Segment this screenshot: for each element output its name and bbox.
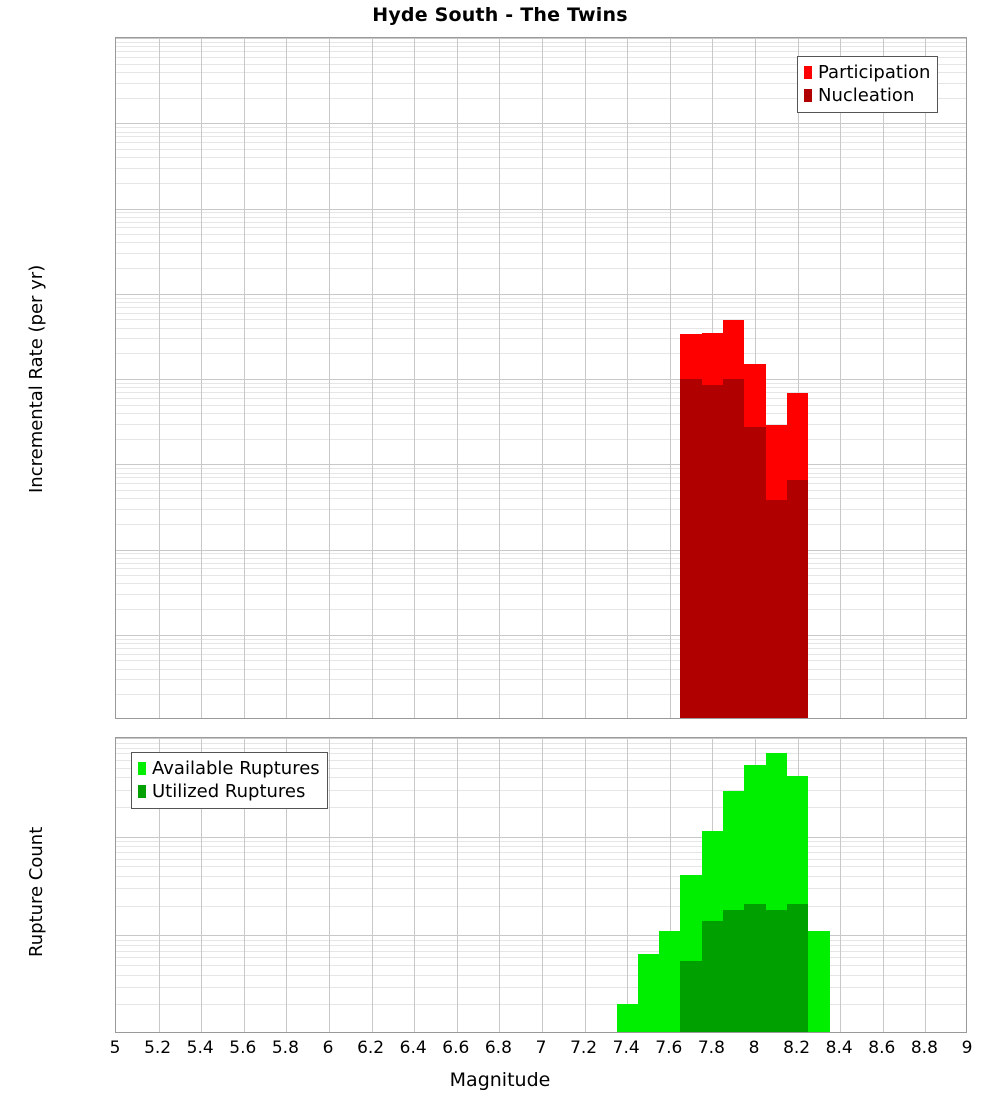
legend-row: Utilized Ruptures	[138, 780, 320, 803]
x-tick-label: 7.6	[655, 1038, 683, 1058]
x-tick-label: 6.2	[357, 1038, 385, 1058]
bottom-legend: Available Ruptures Utilized Ruptures	[131, 752, 328, 809]
x-tick-label: 8.4	[825, 1038, 853, 1058]
bar-available-ruptures	[616, 1004, 638, 1032]
x-tick-label: 6.6	[442, 1038, 470, 1058]
bar-utilized-ruptures	[765, 910, 787, 1032]
top-legend: Participation Nucleation	[797, 56, 939, 113]
x-tick-label: 8.2	[783, 1038, 811, 1058]
legend-label: Participation	[818, 61, 931, 83]
x-tick-label: 8.8	[910, 1038, 938, 1058]
x-tick-label: 6.4	[399, 1038, 427, 1058]
bar-utilized-ruptures	[723, 910, 745, 1032]
x-tick-label: 5.4	[186, 1038, 214, 1058]
bar-utilized-ruptures	[680, 960, 702, 1032]
bottom-bar-series	[116, 738, 966, 1032]
page-title: Hyde South - The Twins	[372, 4, 628, 26]
top-y-axis-label: Incremental Rate (per yr)	[26, 264, 47, 493]
bar-nucleation	[723, 379, 745, 718]
bar-nucleation	[786, 480, 809, 718]
legend-row: Nucleation	[804, 84, 930, 107]
legend-label: Available Ruptures	[152, 757, 320, 779]
x-tick-label: 5.2	[144, 1038, 172, 1058]
x-tick-label: 5.8	[271, 1038, 299, 1058]
legend-label: Utilized Ruptures	[152, 780, 306, 802]
bar-available-ruptures	[808, 931, 830, 1032]
x-tick-label: 7.2	[570, 1038, 598, 1058]
x-tick-label: 6.8	[484, 1038, 512, 1058]
x-tick-label: 7	[535, 1038, 547, 1058]
bar-available-ruptures	[637, 953, 660, 1032]
bar-nucleation	[701, 384, 724, 718]
bar-nucleation	[765, 500, 787, 718]
bottom-y-axis-label: Rupture Count	[26, 826, 47, 957]
bar-utilized-ruptures	[701, 920, 724, 1032]
x-axis-label: Magnitude	[449, 1069, 551, 1091]
x-tick-label: 5	[109, 1038, 121, 1058]
bar-utilized-ruptures	[786, 903, 809, 1032]
x-tick-label: 9	[961, 1038, 973, 1058]
x-tick-label: 8.6	[868, 1038, 896, 1058]
bar-nucleation	[744, 427, 766, 718]
legend-row: Participation	[804, 61, 930, 84]
top-bar-series	[116, 38, 966, 718]
x-tick-label: 5.6	[229, 1038, 257, 1058]
x-tick-label: 6	[322, 1038, 334, 1058]
legend-label: Nucleation	[818, 84, 915, 106]
x-tick-label: 8	[748, 1038, 760, 1058]
x-tick-label: 7.4	[612, 1038, 640, 1058]
legend-swatch-icon	[138, 762, 146, 775]
legend-swatch-icon	[804, 89, 812, 102]
bar-nucleation	[680, 379, 702, 718]
bar-utilized-ruptures	[744, 903, 766, 1032]
legend-row: Available Ruptures	[138, 757, 320, 780]
legend-swatch-icon	[804, 66, 812, 79]
bar-available-ruptures	[659, 931, 681, 1032]
legend-swatch-icon	[138, 785, 146, 798]
top-plot-area	[115, 37, 967, 719]
x-tick-label: 7.8	[697, 1038, 725, 1058]
